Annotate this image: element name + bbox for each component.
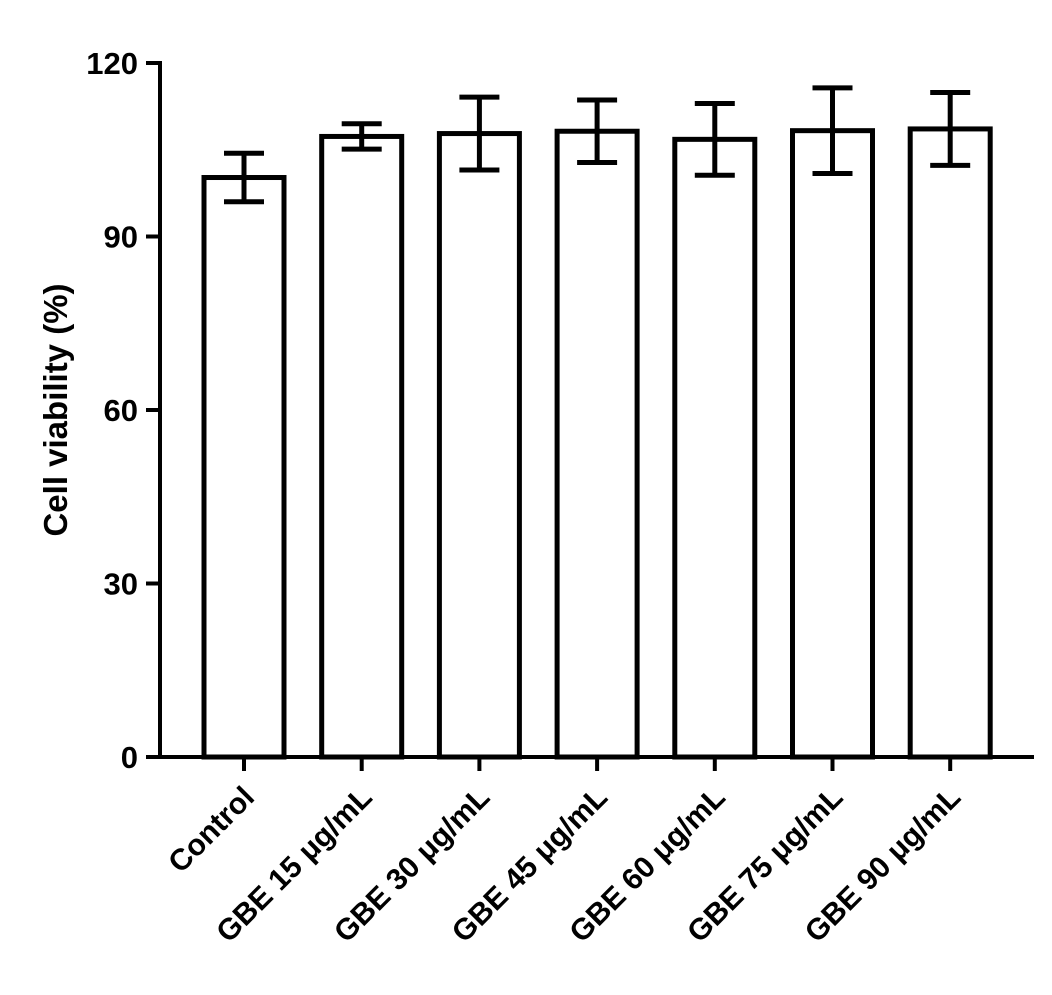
y-tick-label: 90: [104, 220, 138, 255]
bar: [672, 136, 758, 760]
y-axis-title: Cell viability (%): [37, 283, 74, 536]
y-tick-label: 120: [86, 46, 138, 81]
y-tick-label: 30: [104, 567, 138, 602]
y-tick-label: 0: [121, 740, 138, 775]
x-tick-label: Control: [162, 781, 261, 880]
bars-group: [201, 126, 993, 760]
bar: [790, 128, 875, 760]
bar: [554, 128, 640, 760]
y-tick-label: 60: [104, 393, 138, 428]
bar: [436, 131, 522, 760]
error-bars-group: [224, 85, 971, 205]
bar: [319, 133, 405, 760]
bar: [201, 175, 287, 760]
bar: [907, 126, 993, 760]
y-ticks-group: 0 30 60 90 120: [86, 46, 160, 775]
